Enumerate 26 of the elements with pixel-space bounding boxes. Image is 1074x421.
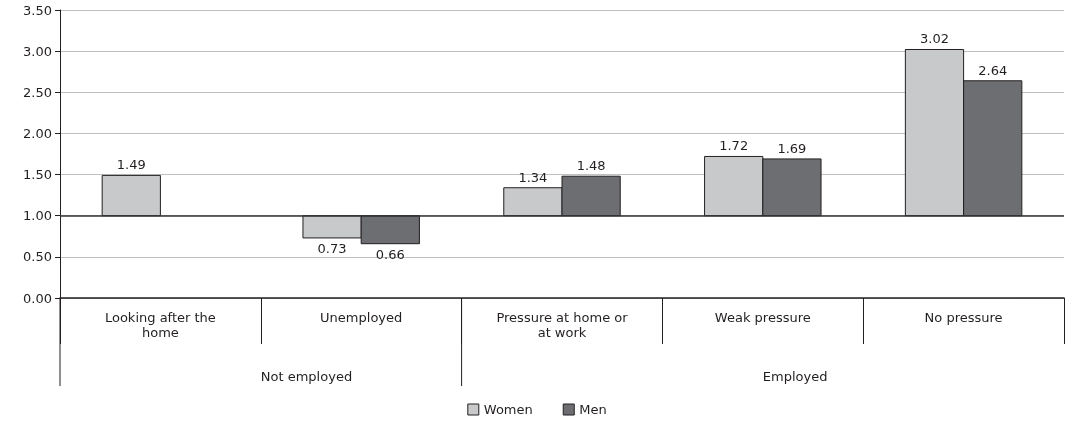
x-tick-label: Pressure at home or at work	[496, 310, 629, 340]
y-tick-label: 3.50	[23, 2, 52, 18]
data-label: 1.72	[719, 138, 749, 154]
y-tick-label: 0.50	[23, 249, 52, 265]
y-tick-label: 1.50	[23, 167, 52, 183]
text: Employed	[762, 369, 828, 384]
data-label: 1.34	[518, 169, 548, 185]
x-tick-label: No pressure	[924, 310, 1003, 325]
data-label: 1.48	[576, 158, 606, 174]
text: Not employed	[260, 369, 353, 384]
y-tick-label: 1.00	[23, 208, 52, 224]
data-label: 1.49	[116, 157, 146, 173]
data-label: 2.64	[978, 62, 1008, 78]
x-tick-label: Unemployed	[320, 310, 403, 325]
legend-label: Women	[483, 402, 533, 417]
y-tick-label: 3.00	[23, 43, 52, 59]
y-tick-label: 0.00	[23, 290, 52, 306]
legend-label: Men	[579, 402, 607, 417]
y-tick-label: 2.50	[23, 84, 52, 100]
data-label: 1.69	[777, 140, 807, 156]
data-label: 0.73	[317, 240, 347, 256]
x-tick-label: Weak pressure	[714, 310, 811, 325]
data-label: 3.02	[920, 31, 949, 47]
y-tick-label: 2.00	[23, 125, 52, 141]
data-label: 0.66	[375, 246, 405, 262]
x-tick-label: Looking after the home	[104, 310, 216, 340]
